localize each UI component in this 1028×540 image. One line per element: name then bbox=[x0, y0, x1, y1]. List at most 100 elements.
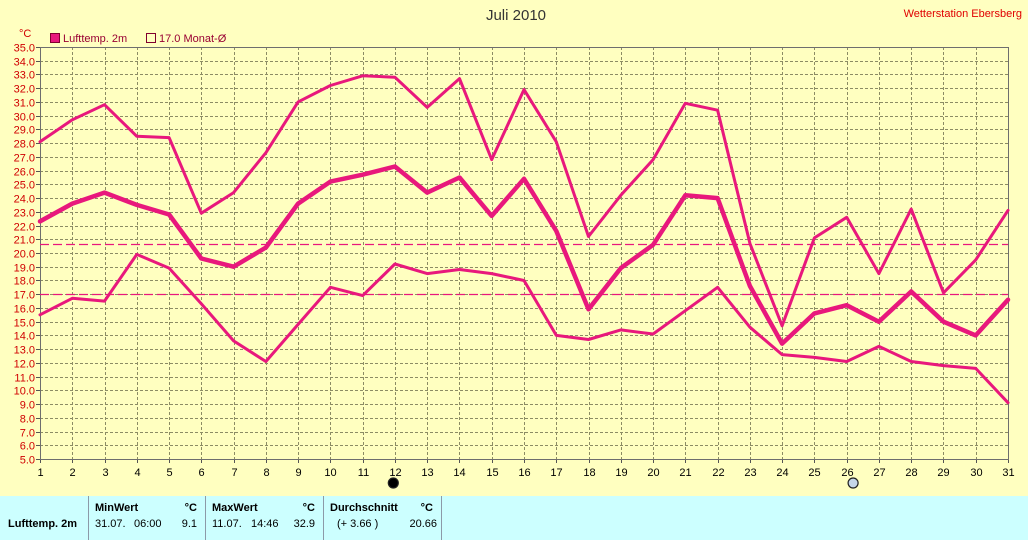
y-tick-label: 28.0 bbox=[14, 139, 35, 151]
moon-markers bbox=[387, 477, 859, 489]
x-tick-label: 31 bbox=[1002, 467, 1014, 479]
full-moon-icon bbox=[847, 477, 859, 489]
y-tick-label: 6.0 bbox=[20, 441, 35, 453]
y-tick-label: 23.0 bbox=[14, 208, 35, 220]
stats-row-label: Lufttemp. 2m bbox=[8, 518, 78, 530]
stats-date: 31.07. bbox=[95, 518, 126, 530]
y-tick-label: 7.0 bbox=[20, 428, 35, 440]
x-tick-label: 11 bbox=[358, 467, 369, 479]
y-tick-label: 10.0 bbox=[14, 386, 35, 398]
stats-panel: Lufttemp. 2m MinWert °C 31.07. 06:00 9.1… bbox=[0, 496, 1028, 540]
x-tick-label: 19 bbox=[615, 467, 627, 479]
y-tick-label: 20.0 bbox=[14, 249, 35, 261]
stats-header: MaxWert bbox=[212, 502, 258, 514]
x-tick-label: 3 bbox=[102, 467, 108, 479]
y-tick-label: 16.0 bbox=[14, 304, 35, 316]
y-tick-label: 27.0 bbox=[14, 153, 35, 165]
y-tick-label: 15.0 bbox=[14, 318, 35, 330]
x-tick-label: 30 bbox=[970, 467, 982, 479]
stats-column-max: MaxWert °C 11.07. 14:46 32.9 bbox=[205, 496, 323, 540]
y-tick-label: 17.0 bbox=[14, 290, 35, 302]
x-tick-label: 9 bbox=[295, 467, 301, 479]
y-tick-label: 26.0 bbox=[14, 167, 35, 179]
y-tick-label: 22.0 bbox=[14, 222, 35, 234]
stats-header: Durchschnitt bbox=[330, 502, 398, 514]
y-tick-label: 19.0 bbox=[14, 263, 35, 275]
stats-deviation: (+ 3.66 ) bbox=[337, 518, 379, 530]
x-tick-label: 27 bbox=[873, 467, 885, 479]
stats-unit: °C bbox=[420, 502, 433, 514]
y-tick-label: 21.0 bbox=[14, 235, 35, 247]
x-tick-label: 28 bbox=[905, 467, 917, 479]
x-tick-label: 26 bbox=[841, 467, 853, 479]
stats-unit: °C bbox=[184, 502, 197, 514]
y-tick-label: 14.0 bbox=[14, 331, 35, 343]
x-tick-label: 7 bbox=[231, 467, 237, 479]
x-tick-label: 18 bbox=[583, 467, 595, 479]
stats-header: MinWert bbox=[95, 502, 139, 514]
x-tick-label: 14 bbox=[453, 467, 465, 479]
x-tick-label: 10 bbox=[324, 467, 336, 479]
y-tick-label: 5.0 bbox=[20, 455, 35, 467]
y-tick-label: 25.0 bbox=[14, 180, 35, 192]
x-tick-label: 16 bbox=[518, 467, 530, 479]
y-tick-label: 29.0 bbox=[14, 125, 35, 137]
grid bbox=[40, 47, 1009, 460]
empty-square-icon bbox=[146, 33, 156, 43]
x-tick-label: 20 bbox=[647, 467, 659, 479]
y-tick-label: 8.0 bbox=[20, 414, 35, 426]
y-tick-label: 13.0 bbox=[14, 345, 35, 357]
x-tick-label: 24 bbox=[776, 467, 788, 479]
series-line bbox=[38, 74, 1010, 328]
stats-time: 06:00 bbox=[134, 518, 162, 530]
y-tick-label: 9.0 bbox=[20, 400, 35, 412]
y-axis-unit: °C bbox=[19, 28, 31, 40]
x-tick-label: 15 bbox=[486, 467, 498, 479]
plot-frame bbox=[40, 47, 1009, 460]
legend: Lufttemp. 2m 17.0 Monat-Ø bbox=[50, 33, 227, 45]
x-tick-label: 5 bbox=[166, 467, 172, 479]
filled-square-icon bbox=[50, 33, 60, 43]
x-tick-label: 1 bbox=[37, 467, 43, 479]
y-tick-label: 24.0 bbox=[14, 194, 35, 206]
new-moon-icon bbox=[387, 477, 399, 489]
stats-date: 11.07. bbox=[212, 518, 242, 530]
y-tick-label: 33.0 bbox=[14, 70, 35, 82]
x-tick-label: 22 bbox=[712, 467, 724, 479]
column-divider bbox=[441, 496, 442, 540]
stats-unit: °C bbox=[302, 502, 315, 514]
legend-label: 17.0 Monat-Ø bbox=[159, 33, 227, 45]
series-line bbox=[38, 252, 1010, 405]
chart-title: Juli 2010 bbox=[486, 7, 546, 24]
y-tick-label: 32.0 bbox=[14, 84, 35, 96]
x-tick-label: 8 bbox=[263, 467, 269, 479]
x-tick-label: 4 bbox=[134, 467, 140, 479]
x-tick-label: 6 bbox=[198, 467, 204, 479]
x-tick-label: 17 bbox=[550, 467, 562, 479]
y-tick-label: 34.0 bbox=[14, 57, 35, 69]
y-tick-label: 18.0 bbox=[14, 276, 35, 288]
y-tick-label: 35.0 bbox=[14, 43, 35, 55]
series-line bbox=[37, 164, 1011, 346]
axes: 5.0 6.07.0 8.0 9.0 10.011.0 12.0 13.0 14.015.0 1… bbox=[14, 43, 1015, 480]
series-lines bbox=[37, 74, 1011, 405]
y-tick-label: 31.0 bbox=[14, 98, 35, 110]
stats-column-average: Durchschnitt °C (+ 3.66 ) 20.66 bbox=[323, 496, 441, 540]
chart: Juli 2010 Wetterstation Ebersberg °C Luf… bbox=[14, 7, 1022, 489]
x-tick-label: 29 bbox=[937, 467, 949, 479]
y-tick-label: 30.0 bbox=[14, 112, 35, 124]
x-tick-label: 25 bbox=[808, 467, 820, 479]
stats-value: 20.66 bbox=[409, 518, 437, 530]
y-tick-label: 12.0 bbox=[14, 359, 35, 371]
stats-value: 32.9 bbox=[293, 518, 315, 530]
x-tick-label: 12 bbox=[389, 467, 401, 479]
stats-value: 9.1 bbox=[181, 518, 197, 530]
stats-column-min: MinWert °C 31.07. 06:00 9.1 bbox=[88, 496, 205, 540]
y-tick-label: 11.0 bbox=[14, 373, 35, 385]
x-tick-label: 13 bbox=[421, 467, 433, 479]
x-tick-label: 2 bbox=[69, 467, 75, 479]
x-tick-label: 21 bbox=[679, 467, 691, 479]
station-name: Wetterstation Ebersberg bbox=[904, 8, 1022, 20]
legend-label: Lufttemp. 2m bbox=[63, 33, 127, 45]
stats-time: 14:46 bbox=[251, 518, 279, 530]
